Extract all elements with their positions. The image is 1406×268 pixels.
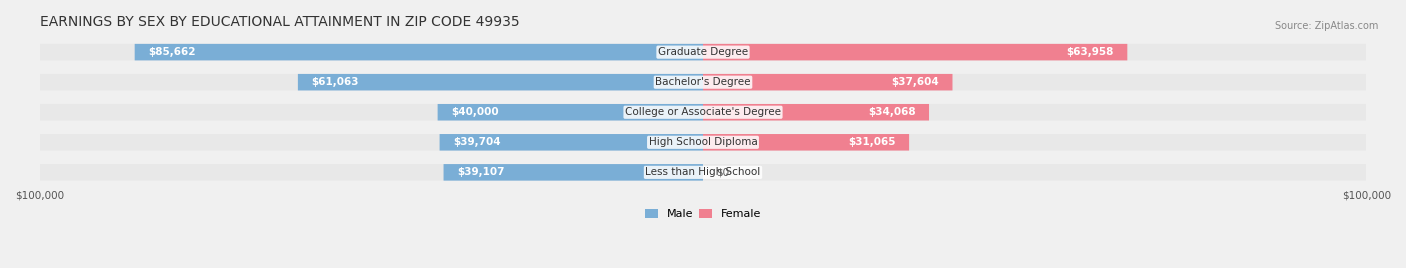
Text: $40,000: $40,000 bbox=[451, 107, 499, 117]
Text: $63,958: $63,958 bbox=[1067, 47, 1114, 57]
FancyBboxPatch shape bbox=[703, 74, 952, 91]
FancyBboxPatch shape bbox=[703, 134, 910, 151]
Text: $85,662: $85,662 bbox=[148, 47, 195, 57]
Legend: Male, Female: Male, Female bbox=[640, 205, 766, 224]
FancyBboxPatch shape bbox=[437, 104, 703, 121]
FancyBboxPatch shape bbox=[135, 44, 703, 60]
FancyBboxPatch shape bbox=[39, 74, 1367, 91]
Text: $61,063: $61,063 bbox=[311, 77, 359, 87]
FancyBboxPatch shape bbox=[39, 44, 1367, 60]
Text: EARNINGS BY SEX BY EDUCATIONAL ATTAINMENT IN ZIP CODE 49935: EARNINGS BY SEX BY EDUCATIONAL ATTAINMEN… bbox=[39, 15, 519, 29]
FancyBboxPatch shape bbox=[39, 164, 1367, 181]
FancyBboxPatch shape bbox=[440, 134, 703, 151]
Text: $0: $0 bbox=[716, 167, 730, 177]
Text: $39,704: $39,704 bbox=[453, 137, 501, 147]
Text: Bachelor's Degree: Bachelor's Degree bbox=[655, 77, 751, 87]
FancyBboxPatch shape bbox=[703, 104, 929, 121]
FancyBboxPatch shape bbox=[39, 104, 1367, 121]
Text: College or Associate's Degree: College or Associate's Degree bbox=[626, 107, 780, 117]
FancyBboxPatch shape bbox=[39, 134, 1367, 151]
Text: Source: ZipAtlas.com: Source: ZipAtlas.com bbox=[1274, 21, 1378, 31]
Text: Less than High School: Less than High School bbox=[645, 167, 761, 177]
Text: $31,065: $31,065 bbox=[848, 137, 896, 147]
FancyBboxPatch shape bbox=[443, 164, 703, 181]
FancyBboxPatch shape bbox=[298, 74, 703, 91]
Text: $39,107: $39,107 bbox=[457, 167, 505, 177]
FancyBboxPatch shape bbox=[703, 44, 1128, 60]
Text: High School Diploma: High School Diploma bbox=[648, 137, 758, 147]
Text: Graduate Degree: Graduate Degree bbox=[658, 47, 748, 57]
Text: $34,068: $34,068 bbox=[868, 107, 915, 117]
Text: $37,604: $37,604 bbox=[891, 77, 939, 87]
